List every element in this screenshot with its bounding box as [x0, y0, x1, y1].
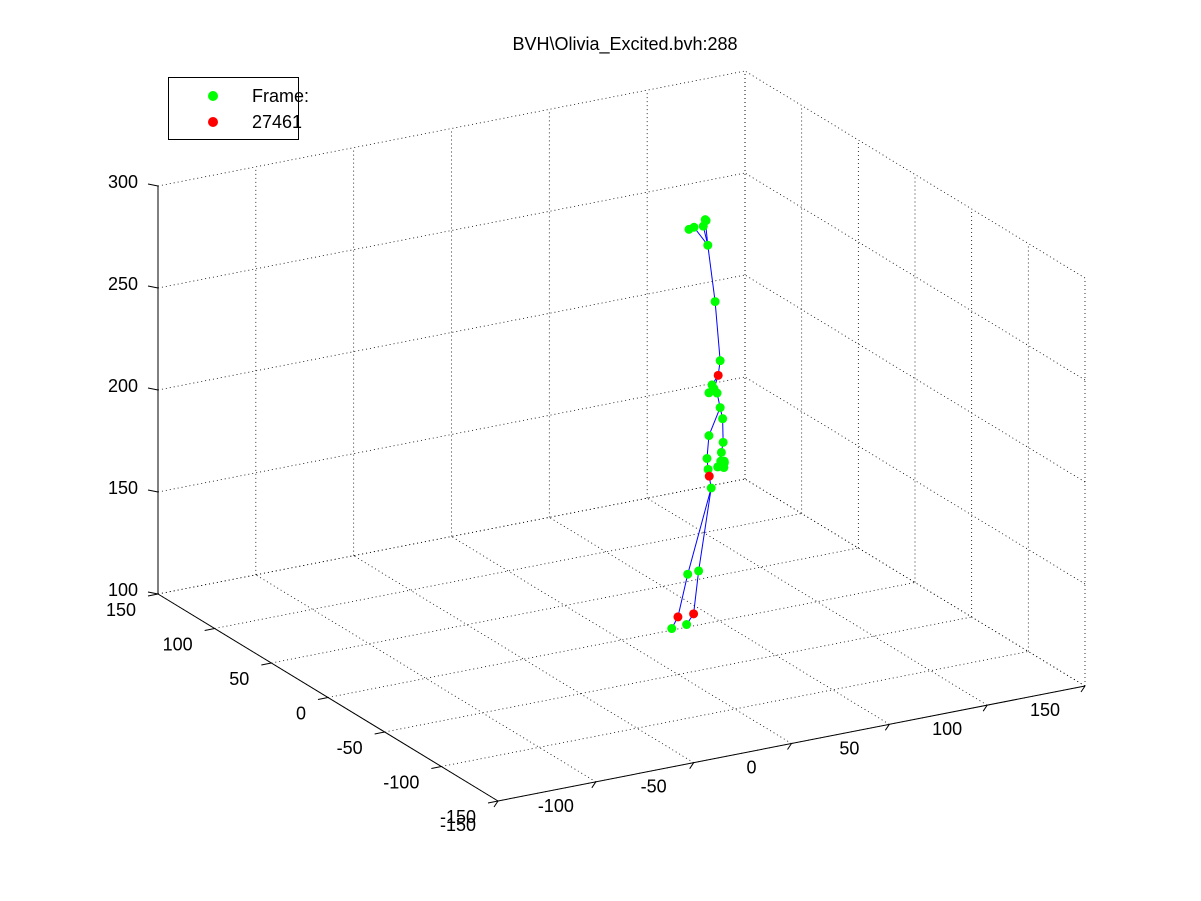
legend-label-frame: Frame:	[252, 86, 310, 106]
z-tick-mark	[147, 285, 159, 289]
joint-hand-l	[706, 483, 716, 493]
y-tick-mark	[317, 697, 329, 700]
bone-hand-l-knee-l	[687, 487, 712, 575]
x-tick-label: 100	[932, 719, 962, 739]
y-tick-mark	[487, 800, 499, 804]
grid-line-floor-x	[451, 536, 792, 744]
joint-knee-r	[694, 566, 704, 576]
legend-entry-frame: Frame:	[169, 84, 309, 108]
z-tick-label: 100	[108, 580, 138, 600]
x-tick-mark	[884, 724, 890, 731]
joint-hand-r-5	[719, 463, 729, 473]
x-tick-label: -150	[440, 815, 476, 835]
grid-line-floor-y	[327, 582, 916, 698]
joint-toe-l	[667, 624, 677, 634]
grid-line-floor-x	[255, 574, 597, 783]
legend: Frame: 27461	[168, 77, 309, 140]
y-tick-label: -100	[383, 773, 419, 793]
joint-clavicle-r	[712, 388, 722, 398]
bone-hand-l-knee-r	[698, 487, 712, 572]
z-tick-label: 200	[108, 376, 138, 396]
y-tick-mark	[374, 731, 385, 735]
joint-upper-arm-r	[718, 414, 728, 424]
x-tick-label: 150	[1030, 700, 1060, 720]
joint-head-2	[701, 216, 711, 226]
y-tick-label: -50	[337, 738, 363, 758]
legend-marker-frame	[208, 91, 218, 101]
y-tick-mark	[431, 766, 442, 769]
joint-toe-r	[682, 620, 692, 630]
z-tick-mark	[147, 183, 159, 187]
joint-hand-r-6	[719, 456, 729, 466]
chart-title: BVH\Olivia_Excited.bvh:288	[512, 34, 738, 54]
y-tick-label: 0	[296, 704, 306, 724]
y-tick-label: 100	[163, 635, 193, 655]
y-tick-label: 150	[106, 600, 136, 620]
bone-knee-l-ankle-l	[677, 574, 689, 618]
grid-line-back-z	[157, 172, 746, 289]
skeleton-joints	[667, 215, 729, 634]
y-tick-label: 50	[229, 669, 249, 689]
grid-line-floor-x	[549, 516, 890, 725]
legend-marker-27461	[208, 117, 218, 127]
joint-clavicle-l	[704, 388, 714, 398]
bone-upper-chest-upper-arm-l	[708, 407, 721, 436]
joint-neck	[703, 240, 713, 250]
x-tick-mark	[1080, 685, 1086, 693]
x-tick-label: 50	[839, 738, 859, 758]
z-tick-label: 250	[108, 274, 138, 294]
bone-chest-spine	[714, 301, 721, 361]
grid-line-floor-y	[271, 547, 859, 664]
z-tick-label: 150	[108, 478, 138, 498]
joint-upper-arm-l	[704, 431, 714, 441]
grid-line-back-z	[157, 376, 746, 493]
joint-chest	[710, 297, 720, 307]
z-tick-mark	[147, 591, 159, 595]
joint-knee-l	[683, 569, 693, 579]
x-tick-mark	[787, 743, 792, 750]
x-tick-label: 0	[746, 758, 756, 778]
joint-ankle-l	[673, 612, 683, 622]
bone-neck-chest	[707, 245, 716, 302]
joint-wrist-r	[716, 447, 726, 457]
joint-hand-l-end	[704, 471, 714, 481]
x-tick-mark	[982, 704, 988, 712]
joint-spine	[715, 356, 725, 366]
grid-line-floor-x	[646, 497, 988, 706]
y-tick-label: -150	[440, 807, 476, 827]
x-tick-mark	[689, 762, 695, 769]
z-tick-mark	[147, 387, 159, 391]
joint-ankle-r	[689, 609, 699, 619]
axes-tick-labels: -150-100-50050100150-150-100-50050100150…	[106, 172, 1086, 835]
grid-line-floor-x	[353, 555, 694, 764]
legend-entry-27461: 27461	[169, 110, 302, 134]
y-tick-mark	[261, 662, 272, 666]
joint-head-4	[684, 224, 694, 234]
z-tick-mark	[147, 489, 159, 493]
z-tick-label: 300	[108, 172, 138, 192]
grid-line-side-z	[744, 376, 1086, 585]
joint-elbow-r	[718, 437, 728, 447]
x-tick-label: -100	[538, 796, 574, 816]
grid-line-floor-y	[214, 513, 802, 629]
bone-knee-r-ankle-r	[693, 570, 700, 614]
axes-grid	[157, 70, 1086, 802]
joint-upper-chest	[715, 403, 725, 413]
grid-line-floor-y	[441, 651, 1029, 767]
joint-hips	[713, 370, 723, 380]
x-tick-mark	[591, 781, 597, 789]
x-tick-label: -50	[641, 777, 667, 797]
grid-line-side-z	[744, 172, 1086, 381]
joint-elbow-l	[702, 453, 712, 463]
x-tick-mark	[493, 800, 499, 808]
joint-forearm-l	[703, 464, 713, 474]
y-tick-mark	[147, 593, 159, 597]
legend-label-27461: 27461	[252, 112, 303, 132]
y-tick-mark	[204, 628, 215, 631]
